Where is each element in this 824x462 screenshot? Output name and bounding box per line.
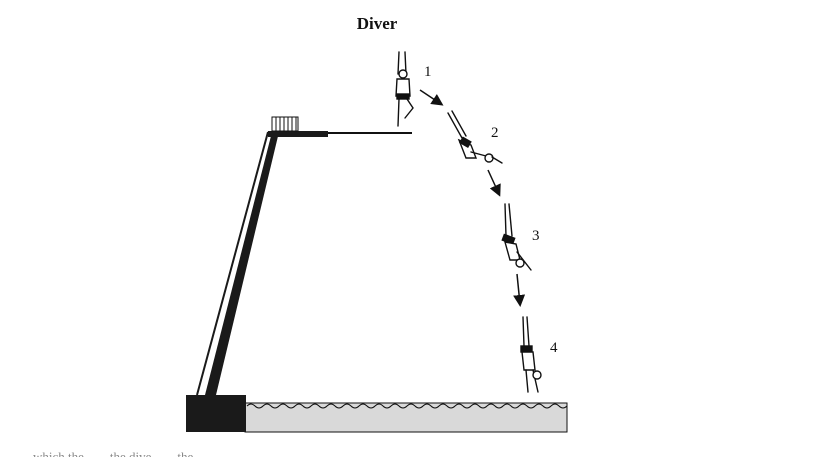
step-label-3: 3 xyxy=(532,228,540,244)
caption-cut-off: ... which the... ... the dive... ... the… xyxy=(0,447,824,457)
arrow-3-4 xyxy=(513,273,526,307)
railing xyxy=(271,116,299,132)
figure-title: Diver xyxy=(356,14,398,33)
step-label-1: 1 xyxy=(424,64,432,80)
water-wave-line xyxy=(246,403,568,409)
step-label-4: 4 xyxy=(550,340,558,356)
caption-text: ... which the... ... the dive... ... the… xyxy=(20,449,207,457)
platform xyxy=(268,131,328,137)
tower-leg-front xyxy=(205,132,279,395)
diver-position-1 xyxy=(395,51,414,127)
step-label-2: 2 xyxy=(491,125,499,141)
tower-base xyxy=(186,395,246,432)
diver-position-2 xyxy=(447,110,503,164)
diver-position-4 xyxy=(520,316,542,393)
tower-leg-back xyxy=(196,131,269,396)
arrow-1-2 xyxy=(419,89,444,106)
diver-position-3 xyxy=(501,203,532,271)
arrow-2-3 xyxy=(487,169,501,197)
